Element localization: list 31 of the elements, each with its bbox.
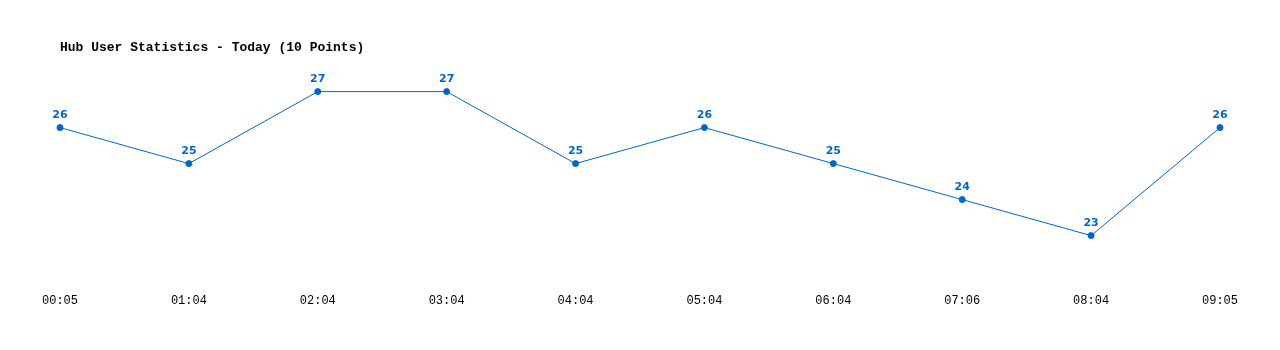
data-label: 25 bbox=[567, 143, 584, 157]
data-label: 26 bbox=[696, 107, 713, 121]
x-tick-label: 06:04 bbox=[815, 293, 852, 308]
chart-title: Hub User Statistics - Today (10 Points) bbox=[60, 40, 365, 56]
x-tick-label: 03:04 bbox=[428, 293, 465, 308]
data-label: 23 bbox=[1083, 215, 1099, 229]
x-tick-label: 07:06 bbox=[944, 293, 981, 308]
point bbox=[56, 124, 64, 132]
x-tick-label: 00:05 bbox=[41, 293, 79, 308]
point bbox=[829, 160, 837, 168]
x-tick-label: 01:04 bbox=[170, 293, 207, 308]
x-tick-label: 09:05 bbox=[1201, 293, 1239, 308]
data-label: 26 bbox=[52, 107, 68, 121]
data-label: 27 bbox=[439, 71, 455, 85]
point bbox=[1216, 124, 1224, 132]
data-label: 26 bbox=[1212, 107, 1228, 121]
x-tick-label: 04:04 bbox=[557, 293, 594, 308]
data-label: 25 bbox=[181, 143, 197, 157]
point bbox=[958, 196, 966, 204]
x-tick-label: 05:04 bbox=[686, 293, 723, 308]
x-tick-label: 02:04 bbox=[299, 293, 336, 308]
point bbox=[572, 160, 580, 168]
data-label: 27 bbox=[310, 71, 326, 85]
data-label: 25 bbox=[825, 143, 841, 157]
point bbox=[700, 124, 708, 132]
point bbox=[314, 88, 322, 96]
data-label: 24 bbox=[954, 179, 971, 193]
point bbox=[1087, 232, 1095, 240]
point bbox=[443, 88, 451, 96]
point bbox=[185, 160, 193, 168]
x-tick-label: 08:04 bbox=[1073, 293, 1110, 308]
